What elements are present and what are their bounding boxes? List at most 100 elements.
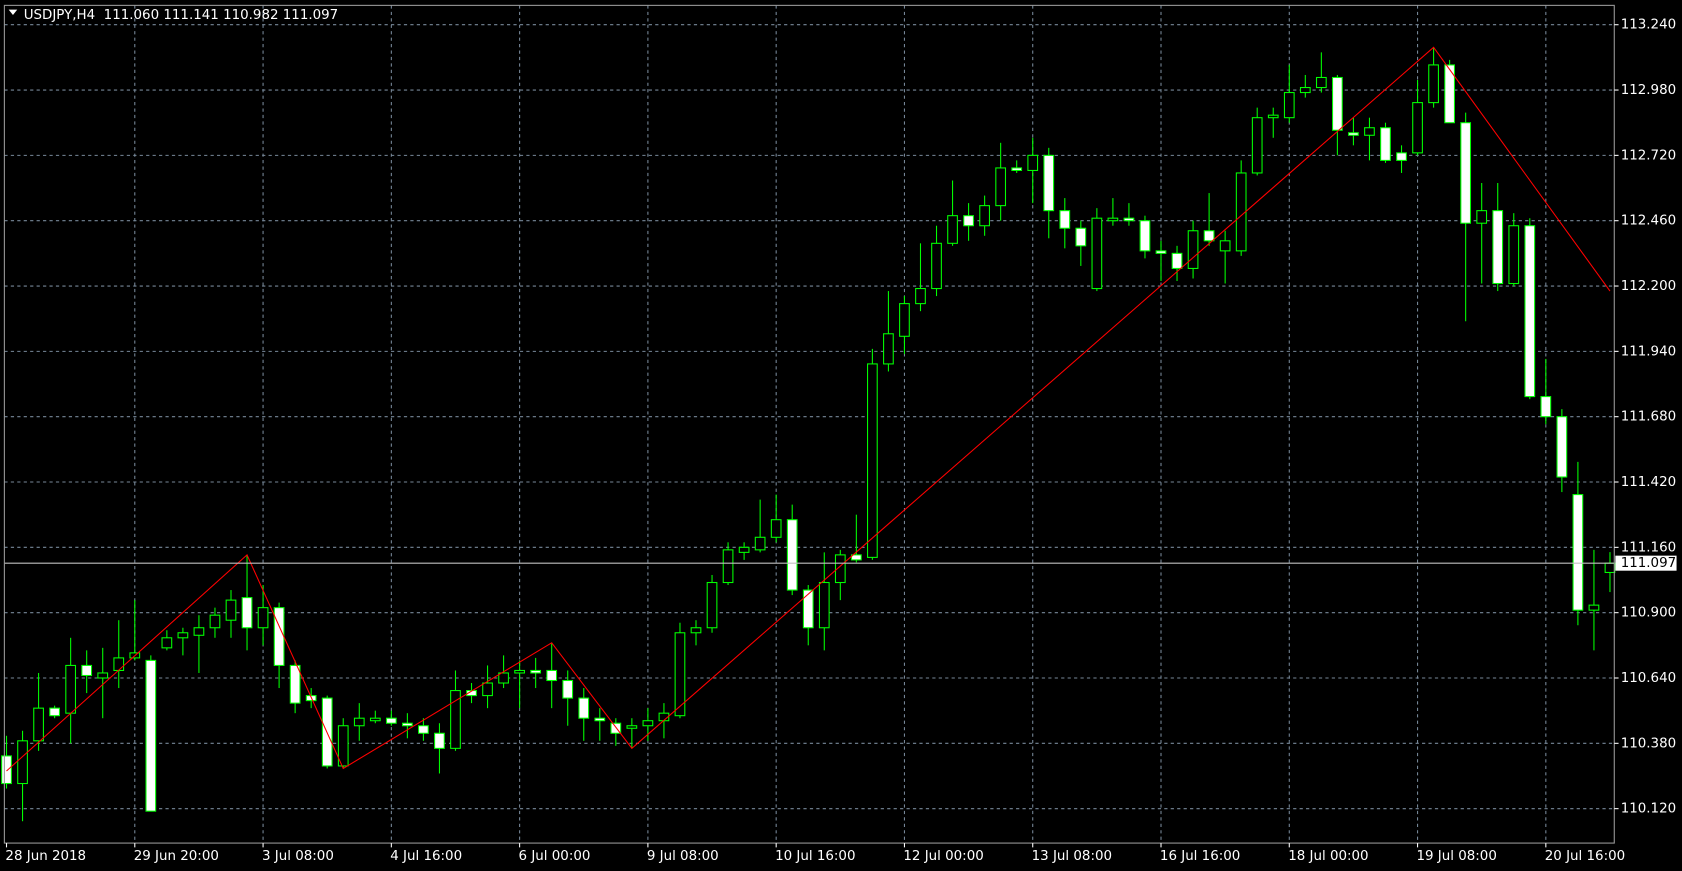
menu-triangle[interactable] (8, 9, 18, 16)
candle-body (33, 707, 44, 742)
candle-body (1171, 252, 1183, 269)
candle-body (49, 707, 60, 717)
candle-body (1043, 154, 1055, 212)
candle-body (915, 288, 926, 305)
candle-body (97, 672, 109, 679)
candle-body (802, 589, 814, 629)
candle-body (1203, 230, 1215, 242)
candle-body (562, 679, 574, 699)
x-tick-label: 4 Jul 16:00 (390, 849, 462, 864)
candle-body (1251, 117, 1263, 174)
candle-body (209, 614, 221, 629)
candle-body (402, 722, 413, 727)
candle-body (530, 669, 542, 674)
candle-body (257, 607, 269, 629)
candle-body (1348, 132, 1359, 136)
candle-body (65, 664, 77, 714)
candle-body (1091, 217, 1103, 290)
candle-body (738, 546, 750, 553)
candle-body (722, 549, 734, 584)
y-tick-label: 112.460 (1621, 214, 1676, 229)
plot-frame (3, 4, 1615, 844)
y-tick-label: 111.940 (1621, 344, 1676, 359)
candle-body (979, 205, 990, 227)
candle-body (225, 599, 237, 621)
y-tick-label: 111.680 (1621, 410, 1676, 425)
candle-body (177, 632, 189, 639)
candle-body (1588, 604, 1600, 611)
x-tick-label: 29 Jun 20:00 (134, 849, 219, 864)
candle-body (1412, 102, 1423, 154)
x-tick-label: 20 Jul 16:00 (1545, 849, 1625, 864)
candle-body (1428, 64, 1439, 104)
candle-body (241, 597, 253, 629)
candle-body (161, 637, 173, 649)
x-tick-label: 10 Jul 16:00 (775, 849, 855, 864)
x-tick-label: 13 Jul 08:00 (1032, 849, 1112, 864)
x-tick-label: 16 Jul 16:00 (1160, 849, 1240, 864)
candle-body (883, 333, 894, 365)
y-tick-label: 113.240 (1621, 18, 1676, 33)
y-tick-label: 112.200 (1621, 279, 1676, 294)
y-tick-label: 110.380 (1621, 736, 1676, 751)
candle-body (1283, 92, 1295, 119)
plot (1, 46, 1616, 822)
candle-body (450, 690, 461, 749)
candle-body (1380, 127, 1391, 161)
candle-body (1572, 494, 1584, 611)
candle-body (963, 215, 974, 227)
candle-body (546, 669, 558, 682)
candle-body (1075, 227, 1087, 247)
candle-body (273, 607, 285, 666)
candle-body (353, 717, 365, 727)
candle-body (1267, 114, 1279, 119)
candle-body (834, 554, 846, 584)
candle-body (145, 659, 157, 812)
chart-title: USDJPY,H4 111.060 111.141 110.982 111.09… (24, 8, 339, 23)
candle-body (850, 554, 862, 561)
candle-body (594, 717, 606, 722)
candle-body (369, 717, 381, 722)
candle-body (1332, 76, 1343, 131)
candle-body (995, 167, 1007, 207)
candle-body (1059, 210, 1071, 229)
candle-body (690, 627, 702, 634)
candle-body (418, 725, 429, 734)
x-tick-label: 12 Jul 00:00 (903, 849, 983, 864)
y-tick-label: 111.160 (1621, 540, 1676, 555)
candle-body (337, 725, 349, 767)
candle-body (1364, 127, 1375, 136)
candle-body (113, 657, 125, 671)
candle-body (1107, 217, 1119, 222)
x-tick-label: 18 Jul 00:00 (1288, 849, 1368, 864)
candle-body (610, 722, 622, 734)
candle-body (626, 725, 638, 729)
x-tick-label: 6 Jul 00:00 (519, 849, 591, 864)
candle-body (642, 720, 654, 727)
candle-body (434, 732, 445, 749)
candle-body (818, 581, 830, 629)
y-tick-label: 110.640 (1621, 671, 1676, 686)
candle-body (770, 519, 782, 538)
candle-body (1556, 416, 1568, 478)
y-tick-label: 110.900 (1621, 606, 1676, 621)
candle-body (1011, 167, 1023, 171)
candle-body (1187, 230, 1199, 269)
candle-body (1155, 250, 1167, 254)
candle-body (706, 581, 718, 629)
x-tick-label: 28 Jun 2018 (5, 849, 86, 864)
y-tick-label: 110.120 (1621, 802, 1676, 817)
candle-body (1460, 122, 1472, 224)
candle-body (1, 755, 12, 785)
candle-body (498, 672, 509, 684)
candle-body (899, 303, 910, 337)
candle-body (81, 664, 93, 677)
candle-body (193, 627, 205, 636)
candle-body (1299, 86, 1311, 94)
candle-body (1476, 210, 1488, 224)
y-tick-label: 112.980 (1621, 83, 1676, 98)
y-tick-label: 111.420 (1621, 475, 1676, 490)
candle-body (1604, 562, 1616, 574)
